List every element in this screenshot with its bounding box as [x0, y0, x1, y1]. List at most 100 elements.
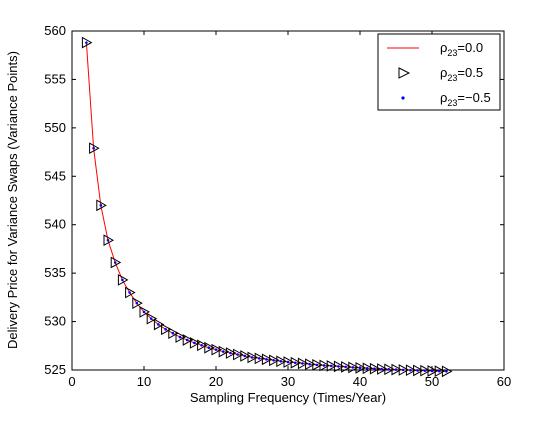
triangle-marker-rho-0.5 [326, 360, 338, 372]
triangle-marker-rho-0.5 [146, 312, 158, 325]
dot-marker-rho-neg0.5 [207, 346, 211, 350]
dot-marker-rho-neg0.5 [171, 331, 175, 335]
dot-marker-rho-neg0.5 [243, 354, 247, 358]
dot-marker-rho-neg0.5 [214, 348, 218, 351]
triangle-marker-rho-0.5 [117, 274, 129, 286]
x-tick-label: 50 [425, 374, 439, 389]
triangle-marker-rho-0.5 [391, 363, 403, 376]
dot-marker-rho-neg0.5 [437, 369, 441, 373]
legend-box [377, 33, 501, 111]
series-layer [81, 36, 453, 378]
dot-marker-rho-neg0.5 [373, 367, 376, 370]
triangle-marker-rho-0.5 [312, 359, 323, 371]
legend-label-rho-0.5: ρ23=0.5 [440, 65, 483, 83]
dot-marker-rho-neg0.5 [380, 367, 383, 371]
triangle-marker-rho-0.5 [89, 142, 100, 155]
legend-label-rho-0: ρ23=0.0 [440, 40, 483, 58]
triangle-marker-rho-0.5 [319, 359, 331, 372]
dot-marker-rho-neg0.5 [128, 291, 131, 294]
dot-marker-rho-neg0.5 [286, 360, 290, 364]
y-tick-label: 530 [44, 314, 66, 329]
triangle-marker-rho-0.5 [204, 341, 215, 354]
dot-marker-rho-neg0.5 [358, 366, 362, 370]
triangle-marker-rho-0.5 [384, 363, 395, 376]
dot-marker-rho-neg0.5 [351, 366, 355, 369]
dot-marker-rho-neg0.5 [135, 301, 139, 305]
triangle-marker-rho-0.5 [96, 199, 107, 212]
triangle-marker-rho-0.5 [132, 297, 143, 310]
dot-marker-rho-neg0.5 [409, 368, 412, 372]
triangle-marker-rho-0.5 [297, 357, 309, 370]
dot-marker-rho-neg0.5 [85, 41, 88, 44]
x-axis: 0 10 20 30 40 50 60 [68, 31, 511, 389]
dot-marker-rho-neg0.5 [185, 338, 189, 342]
legend-label-rho-neg0.5: ρ23=−0.5 [440, 90, 491, 108]
triangle-marker-rho-0.5 [441, 365, 453, 378]
dot-marker-rho-neg0.5 [92, 146, 95, 150]
y-tick-label: 535 [44, 265, 66, 280]
triangle-marker-rho-0.5 [261, 353, 273, 366]
dot-marker-rho-neg0.5 [149, 317, 153, 320]
dot-marker-rho-neg0.5 [113, 261, 117, 264]
dot-marker-rho-neg0.5 [250, 356, 254, 359]
dot-marker-rho-neg0.5 [337, 365, 340, 368]
triangle-marker-rho-0.5 [427, 365, 439, 377]
triangle-marker-rho-0.5 [161, 323, 172, 336]
x-tick-label: 30 [281, 374, 295, 389]
dot-marker-rho-neg0.5 [322, 364, 326, 367]
triangle-marker-rho-0.5 [189, 337, 201, 349]
dot-marker-rho-neg0.5 [315, 363, 319, 367]
triangle-marker-rho-0.5 [125, 286, 136, 299]
y-tick-label: 545 [44, 168, 66, 183]
triangle-marker-rho-0.5 [240, 350, 251, 362]
dot-marker-rho-neg0.5 [178, 335, 182, 339]
triangle-marker-rho-0.5 [290, 356, 302, 369]
x-axis-label: Sampling Frequency (Times/Year) [190, 390, 386, 405]
x-tick-label: 10 [137, 374, 151, 389]
dot-marker-rho-neg0.5 [106, 238, 110, 242]
triangle-marker-rho-0.5 [405, 364, 417, 377]
dot-marker-rho-neg0.5 [344, 365, 347, 369]
dot-marker-rho-neg0.5 [257, 357, 261, 360]
dot-marker-rho-neg0.5 [293, 361, 297, 365]
triangle-marker-rho-0.5 [369, 362, 381, 375]
triangle-marker-rho-0.5 [139, 306, 151, 318]
triangle-marker-rho-0.5 [420, 364, 431, 377]
y-axis-label: Delivery Price for Variance Swaps (Varia… [5, 51, 20, 349]
dot-marker-rho-neg0.5 [142, 310, 146, 314]
triangle-marker-rho-0.5 [434, 365, 446, 378]
dot-marker-rho-neg0.5 [401, 368, 405, 372]
x-tick-label: 60 [497, 374, 511, 389]
triangle-marker-rho-0.5 [175, 331, 187, 343]
dot-marker-rho-neg0.5 [308, 362, 311, 366]
triangle-marker-rho-0.5 [398, 364, 410, 376]
x-tick-label: 20 [209, 374, 223, 389]
legend-triangle-sample [398, 67, 411, 79]
triangle-marker-rho-0.5 [247, 351, 259, 364]
triangle-marker-rho-0.5 [283, 356, 295, 368]
dot-marker-rho-neg0.5 [329, 364, 333, 368]
dot-marker-rho-neg0.5 [121, 278, 124, 282]
dot-marker-rho-neg0.5 [416, 369, 419, 372]
triangle-marker-rho-0.5 [182, 334, 194, 346]
dot-marker-rho-neg0.5 [236, 353, 239, 356]
triangle-marker-rho-0.5 [348, 361, 359, 374]
triangle-marker-rho-0.5 [197, 339, 208, 352]
triangle-marker-rho-0.5 [333, 360, 345, 373]
triangle-marker-rho-0.5 [362, 362, 374, 375]
triangle-marker-rho-0.5 [355, 362, 367, 374]
dot-marker-rho-neg0.5 [301, 362, 304, 365]
triangle-marker-rho-0.5 [211, 343, 223, 356]
triangle-marker-rho-0.5 [110, 256, 122, 269]
legend-dot-sample [401, 96, 405, 100]
dot-marker-rho-neg0.5 [221, 350, 225, 353]
triangle-marker-rho-0.5 [225, 347, 237, 359]
y-tick-label: 540 [44, 217, 66, 232]
triangle-marker-rho-0.5 [233, 348, 244, 361]
legend: ρ23=0.0 ρ23=0.5 ρ23=−0.5 [377, 33, 501, 111]
y-tick-label: 555 [44, 71, 66, 86]
dot-marker-rho-neg0.5 [265, 358, 268, 361]
dot-marker-rho-neg0.5 [200, 344, 203, 347]
x-tick-label: 40 [353, 374, 367, 389]
